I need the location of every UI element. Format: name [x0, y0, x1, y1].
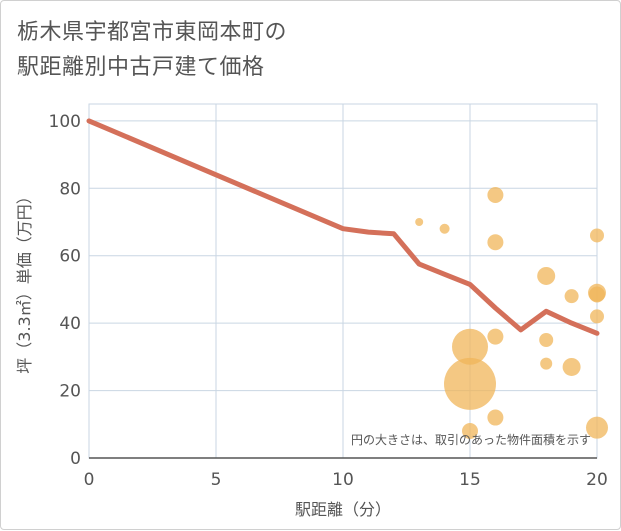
bubble-point — [586, 416, 608, 439]
bubble-point — [537, 266, 556, 285]
x-tick-label: 10 — [332, 470, 354, 490]
axis-ticks: 0 20 40 60 80 100 0 5 10 15 20 — [49, 112, 608, 490]
bubble-point — [415, 218, 424, 226]
chart-note: 円の大きさは、取引のあった物件面積を示す — [351, 432, 591, 447]
bubble-point — [562, 357, 581, 376]
chart-title-line-1: 栃木県宇都宮市東岡本町の — [17, 20, 288, 45]
bubble-point — [487, 328, 504, 345]
bubble-point — [589, 286, 605, 303]
y-tick-label: 60 — [59, 247, 81, 267]
x-axis-title: 駅距離（分） — [295, 500, 391, 519]
x-tick-label: 5 — [211, 470, 222, 490]
bubble-point — [487, 187, 504, 204]
grid-lines — [88, 103, 598, 459]
bubble-point — [540, 357, 553, 370]
x-tick-label: 15 — [459, 470, 481, 490]
x-tick-label: 20 — [586, 470, 608, 490]
bubble-point — [539, 333, 554, 347]
chart-title-line-2: 駅距離別中古戸建て価格 — [17, 55, 265, 80]
chart-title: 栃木県宇都宮市東岡本町の 駅距離別中古戸建て価格 — [17, 15, 287, 85]
bubble-point — [590, 228, 604, 243]
bubble-point — [564, 289, 579, 304]
y-tick-label: 100 — [49, 112, 81, 132]
y-tick-label: 20 — [59, 382, 81, 402]
trend-line — [86, 118, 600, 336]
bubble-series — [415, 187, 608, 440]
x-tick-label: 0 — [84, 470, 95, 490]
bubble-point — [487, 234, 504, 251]
bubble-point — [487, 409, 504, 426]
y-tick-label: 80 — [59, 179, 81, 199]
bubble-point — [439, 223, 450, 234]
bubble-point — [452, 328, 488, 365]
bubble-point — [462, 423, 478, 440]
y-axis-title: 坪（3.3㎡）単価（万円） — [15, 188, 34, 373]
y-tick-label: 40 — [59, 314, 81, 334]
y-tick-label: 0 — [70, 449, 81, 469]
bubble-point — [590, 309, 604, 324]
bubble-point — [444, 357, 496, 410]
